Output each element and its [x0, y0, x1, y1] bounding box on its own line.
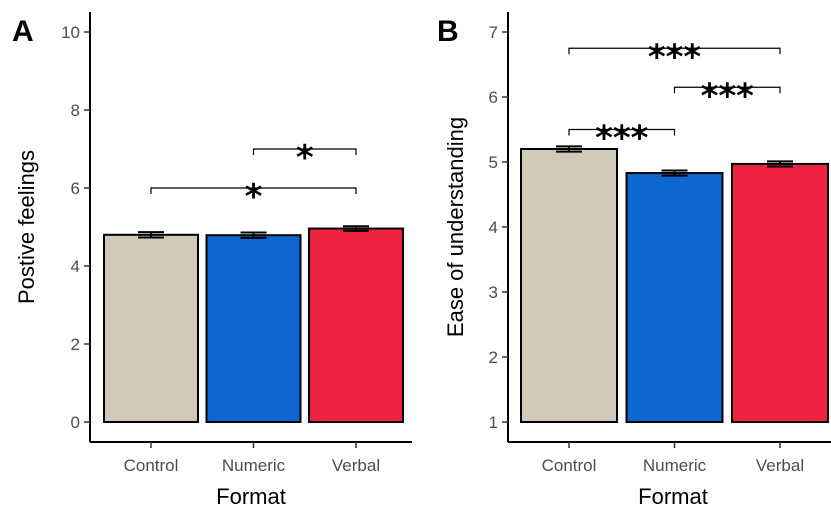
error-bar-a-control	[138, 231, 164, 239]
y-tick-label-a-6: 6	[71, 179, 80, 198]
bracket-line	[568, 47, 781, 55]
bar-a-numeric	[205, 234, 302, 423]
bar-a-verbal	[308, 227, 404, 423]
y-tick-label-a-0: 0	[71, 413, 80, 432]
bar-b-control	[520, 148, 618, 423]
y-tick-label-a-2: 2	[71, 335, 80, 354]
bracket-line	[150, 187, 357, 194]
bar-b-verbal	[731, 162, 829, 423]
y-tick-label-b-2: 2	[489, 348, 498, 367]
y-tick-label-b-5: 5	[489, 153, 498, 172]
significance-bracket-b-1: ***	[568, 119, 676, 159]
error-bar-b-numeric	[661, 169, 688, 177]
significance-label: ***	[648, 37, 702, 77]
x-tick-label-a-verbal: Verbal	[332, 456, 380, 475]
y-tick-label-b-6: 6	[489, 88, 498, 107]
y-tick-label-a-4: 4	[71, 257, 80, 276]
y-axis-title-a: Postive feelings	[14, 150, 39, 304]
error-bar-b-control	[556, 145, 582, 153]
error-bar-a-verbal	[343, 225, 369, 232]
bar-a-control	[103, 233, 199, 423]
panel-b-letter: B	[437, 15, 459, 48]
bracket-line	[568, 128, 676, 136]
y-tick-label-a-8: 8	[71, 101, 80, 120]
x-tick-label-b-verbal: Verbal	[756, 456, 804, 475]
significance-bracket-b-2: ***	[673, 76, 781, 116]
bracket-line	[252, 148, 357, 155]
significance-bracket-a-2: *	[150, 177, 357, 217]
x-axis-title-a: Format	[216, 484, 286, 509]
panel-b: B 1 2 3 4 5 6 7 Control Numeric Verbal Format Ease …	[437, 12, 831, 509]
significance-bracket-b-3: ***	[568, 37, 781, 77]
y-axis-title-b: Ease of understanding	[443, 117, 468, 337]
x-tick-label-b-control: Control	[542, 456, 597, 475]
panel-a-letter: A	[12, 15, 34, 48]
y-tick-label-b-7: 7	[489, 23, 498, 42]
x-tick-label-a-control: Control	[124, 456, 179, 475]
y-tick-label-a-10: 10	[61, 23, 80, 42]
x-tick-label-a-numeric: Numeric	[222, 456, 286, 475]
panel-a: A 0 2 4 6 8 10 Control Numeric Verbal Format Posti…	[12, 12, 412, 509]
significance-label: ***	[595, 119, 649, 159]
y-tick-label-b-1: 1	[489, 413, 498, 432]
significance-label: *	[245, 177, 263, 217]
significance-bracket-a-1: *	[252, 138, 357, 178]
significance-label: ***	[701, 76, 755, 116]
x-axis-title-b: Format	[638, 484, 708, 509]
error-bar-b-verbal	[767, 160, 793, 168]
bracket-line	[673, 86, 781, 94]
y-tick-label-b-4: 4	[489, 218, 498, 237]
bar-b-numeric	[625, 172, 724, 423]
significance-label: *	[296, 138, 314, 178]
x-tick-label-b-numeric: Numeric	[643, 456, 707, 475]
y-tick-label-b-3: 3	[489, 283, 498, 302]
error-bar-a-numeric	[240, 231, 267, 239]
